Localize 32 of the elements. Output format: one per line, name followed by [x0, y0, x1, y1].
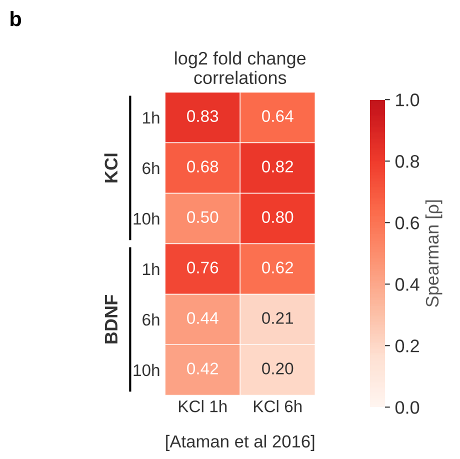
- data-label: 0.21: [262, 312, 294, 324]
- data-label: 0.64: [262, 110, 294, 122]
- text: b: [10, 10, 22, 26]
- x-tick-label: KCl 6h: [254, 400, 302, 412]
- data-label: 0.76: [187, 262, 218, 274]
- color-bar-label: 0.4: [395, 278, 420, 291]
- y-tick-label: 10h: [134, 212, 160, 225]
- data-label: 0.80: [262, 211, 294, 223]
- text: KCl: [104, 154, 118, 182]
- x-tick-label: KCl 1h: [178, 400, 227, 412]
- data-label: 0.50: [187, 211, 218, 223]
- color-bar-label: 0.8: [395, 155, 420, 168]
- data-label: 0.83: [187, 110, 218, 122]
- data-label: 0.68: [187, 160, 218, 172]
- color-bar-label: 0.2: [395, 340, 419, 352]
- color-bar-label: 1.0: [396, 94, 420, 106]
- text: [Ataman et al 2016]: [166, 434, 314, 452]
- y-tick-label: 6h: [142, 313, 160, 326]
- data-label: 0.42: [187, 362, 218, 374]
- data-label: 0.62: [262, 262, 293, 274]
- color-bar-label: 0.6: [395, 216, 420, 230]
- chart-title: log2 fold change correlations: [175, 51, 306, 84]
- color-bar-title: Spearman [ρ]: [425, 200, 442, 307]
- y-tick-label: 1h: [143, 262, 160, 276]
- text: BDNF: [104, 295, 118, 344]
- data-label: 0.44: [187, 312, 218, 324]
- data-label: 0.20: [262, 362, 294, 374]
- color-bar-label: 0.0: [395, 401, 420, 414]
- data-label: 0.82: [262, 160, 293, 172]
- y-tick-label: 1h: [143, 111, 160, 124]
- y-tick-label: 10h: [134, 364, 160, 376]
- y-tick-label: 6h: [142, 162, 160, 174]
